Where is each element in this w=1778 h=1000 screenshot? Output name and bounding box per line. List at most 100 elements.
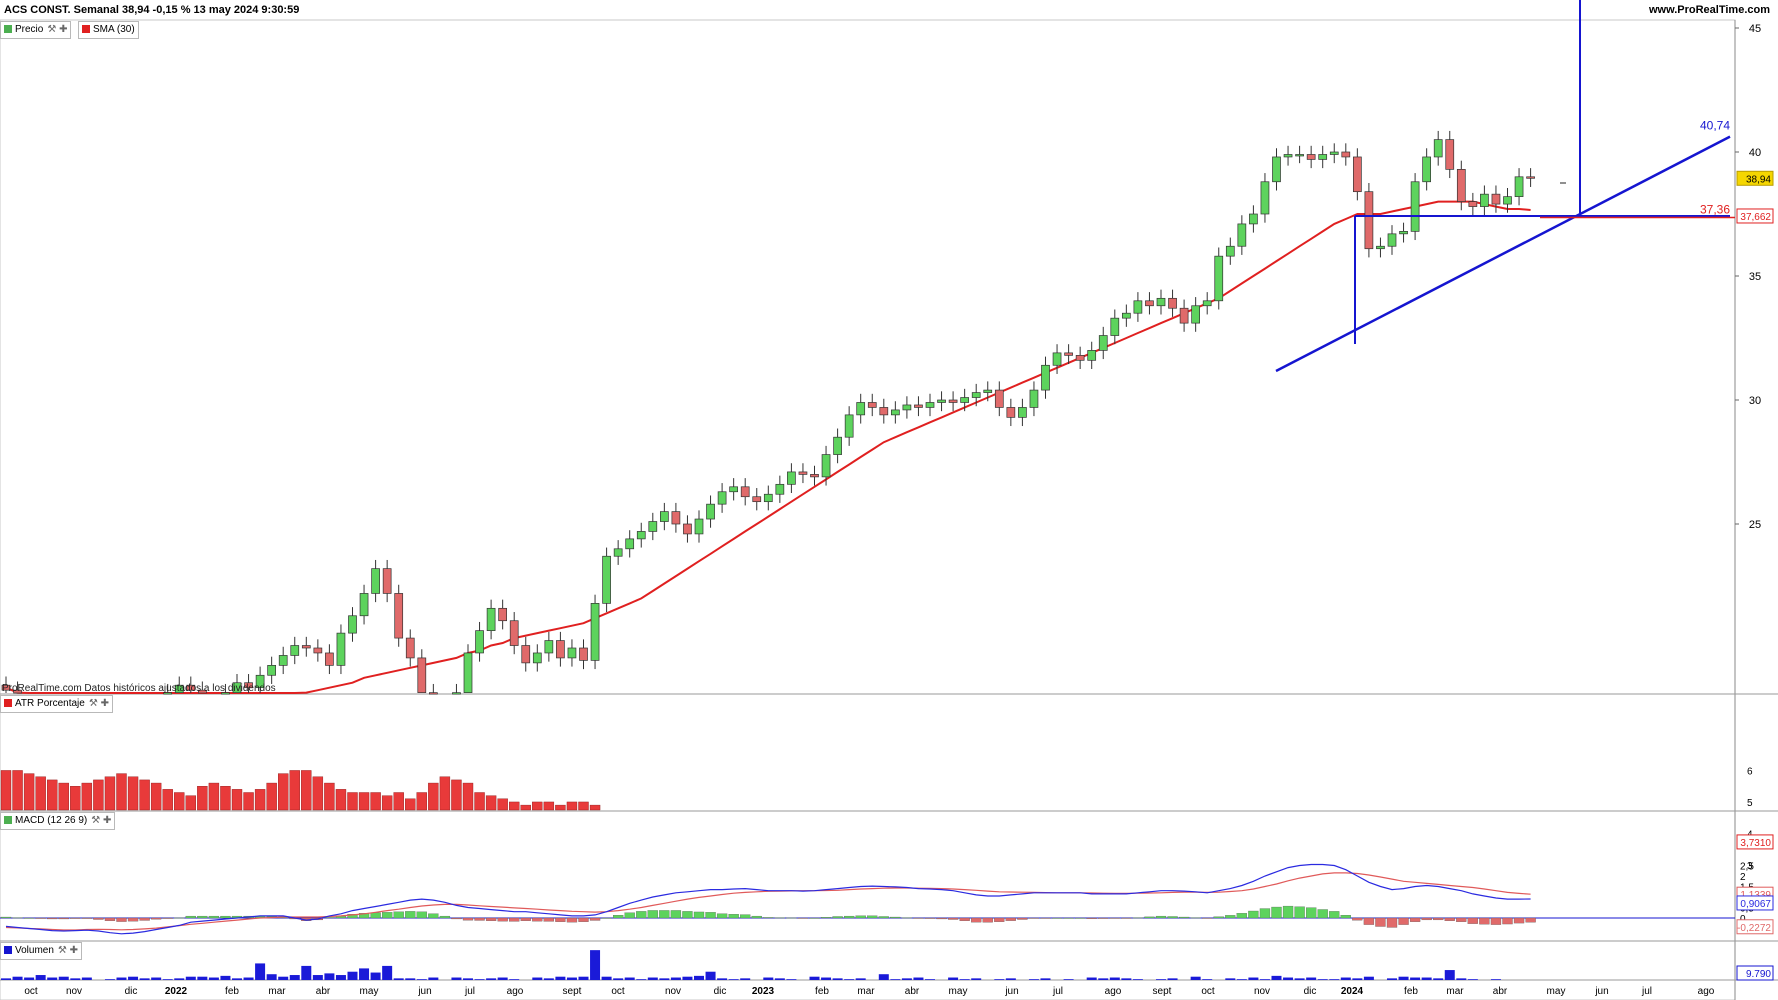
atr-bar <box>162 789 173 811</box>
candle-body <box>1283 154 1293 158</box>
volume-bar <box>1340 977 1351 980</box>
candle-body <box>833 436 842 455</box>
atr-tick-label: 5 <box>1747 798 1753 809</box>
price-legend[interactable]: Precio ⚒ ✚ <box>0 21 72 39</box>
candle-body <box>498 607 507 622</box>
volume-bar <box>1410 977 1421 980</box>
candle-body <box>706 503 715 520</box>
macd-hist-bar <box>485 917 497 921</box>
volume-bar <box>786 979 797 980</box>
atr-tools-icon[interactable]: ⚒ ✚ <box>88 698 109 709</box>
candle-body <box>983 389 993 393</box>
macd-hist-bar <box>901 917 913 919</box>
sma-legend[interactable]: SMA (30) <box>78 21 139 39</box>
candle-body <box>348 615 357 634</box>
macd-hist-bar <box>35 917 46 919</box>
volume-bar <box>890 979 901 980</box>
volume-bar <box>1363 976 1374 980</box>
candle-body <box>301 645 311 649</box>
price-tick-label: 40 <box>1749 147 1761 159</box>
wrench-icon[interactable]: ⚒ ✚ <box>47 24 68 35</box>
macd-hist-bar <box>23 917 35 919</box>
volume-tools-icon[interactable]: ⚒ ✚ <box>57 945 79 956</box>
candle-body <box>1399 231 1408 235</box>
candle-body <box>1491 193 1501 205</box>
volume-bar <box>463 978 473 980</box>
sma-badge-box <box>1736 208 1774 224</box>
volume-bar <box>174 978 185 980</box>
macd-hist-bar <box>636 911 647 919</box>
candle-body <box>556 640 565 659</box>
atr-bar <box>324 782 335 811</box>
candle-body <box>290 645 300 656</box>
macd-hist-bar <box>104 917 116 921</box>
volume-bar <box>659 978 670 980</box>
candle-body <box>856 402 866 416</box>
x-tick-label: abr <box>1493 986 1508 997</box>
volume-bar <box>855 978 866 980</box>
candle-body <box>1029 389 1039 408</box>
hist-badge-box <box>1736 919 1774 935</box>
volume-bar <box>1202 979 1213 980</box>
level-label: 37,36 <box>1700 202 1730 216</box>
atr-bar <box>370 792 381 811</box>
price-tick-label: 25 <box>1749 519 1761 531</box>
macd-hist-bar <box>1282 905 1294 919</box>
macd-hist-bar <box>543 917 554 922</box>
volume-bar <box>1444 970 1455 980</box>
volume-bar <box>694 975 704 980</box>
atr-bar <box>347 792 358 811</box>
x-tick-label: ago <box>1698 986 1715 997</box>
price-badge-text: 38,94 <box>1746 174 1771 185</box>
volume-bar <box>255 963 266 980</box>
x-tick-label: jun <box>1004 986 1018 997</box>
atr-bar <box>150 782 162 811</box>
x-tick-label: abr <box>316 986 331 997</box>
atr-legend[interactable]: ATR Porcentaje ⚒ ✚ <box>0 695 113 713</box>
atr-bar <box>93 779 104 811</box>
candle-body <box>1052 352 1062 366</box>
candle-body <box>1110 317 1120 336</box>
atr-bar <box>451 779 462 811</box>
volume-bar <box>416 979 427 980</box>
volume-bar <box>636 979 647 980</box>
macd-hist-bar <box>1144 916 1155 919</box>
macd-hist-bar <box>1063 917 1074 919</box>
macd-legend[interactable]: MACD (12 26 9) ⚒ ✚ <box>0 812 116 830</box>
candle-body <box>1260 181 1270 215</box>
volume-legend[interactable]: Volumen ⚒ ✚ <box>0 942 83 960</box>
candle-body <box>394 593 404 639</box>
site-link[interactable]: www.ProRealTime.com <box>1648 4 1770 16</box>
candle-body <box>1098 335 1108 351</box>
candle-body <box>532 652 542 664</box>
macd-hist-bar <box>532 917 543 922</box>
atr-swatch-icon <box>4 699 12 707</box>
candle-body <box>475 630 484 654</box>
macd-hist-bar <box>1167 916 1178 919</box>
macd-hist-bar <box>416 911 427 919</box>
macd-hist-bar <box>682 911 693 919</box>
candle-body <box>1249 213 1258 225</box>
macd-badge-text: 0,9067 <box>1740 899 1771 910</box>
x-tick-label: dic <box>714 986 727 997</box>
volume-bar <box>1156 979 1166 980</box>
macd-hist-bar <box>162 917 173 919</box>
candle-body <box>914 404 923 408</box>
x-tick-label: mar <box>268 986 286 997</box>
volume-bar <box>1398 976 1409 980</box>
candle-body <box>486 607 496 631</box>
macd-hist-bar <box>959 917 970 921</box>
volume-bar <box>1329 979 1340 980</box>
candle-body <box>879 407 889 416</box>
candle-body <box>1202 300 1212 307</box>
volume-bar <box>1132 979 1143 980</box>
candle-body <box>1410 181 1420 232</box>
volume-bar <box>1490 979 1501 980</box>
atr-bar <box>243 792 254 811</box>
level-label: 40,74 <box>1700 119 1730 133</box>
atr-bar <box>566 801 578 811</box>
candle-body <box>590 603 600 661</box>
macd-hist-bar <box>809 917 820 919</box>
macd-tools-icon[interactable]: ⚒ ✚ <box>91 815 112 826</box>
x-tick-label: 2023 <box>752 986 775 997</box>
